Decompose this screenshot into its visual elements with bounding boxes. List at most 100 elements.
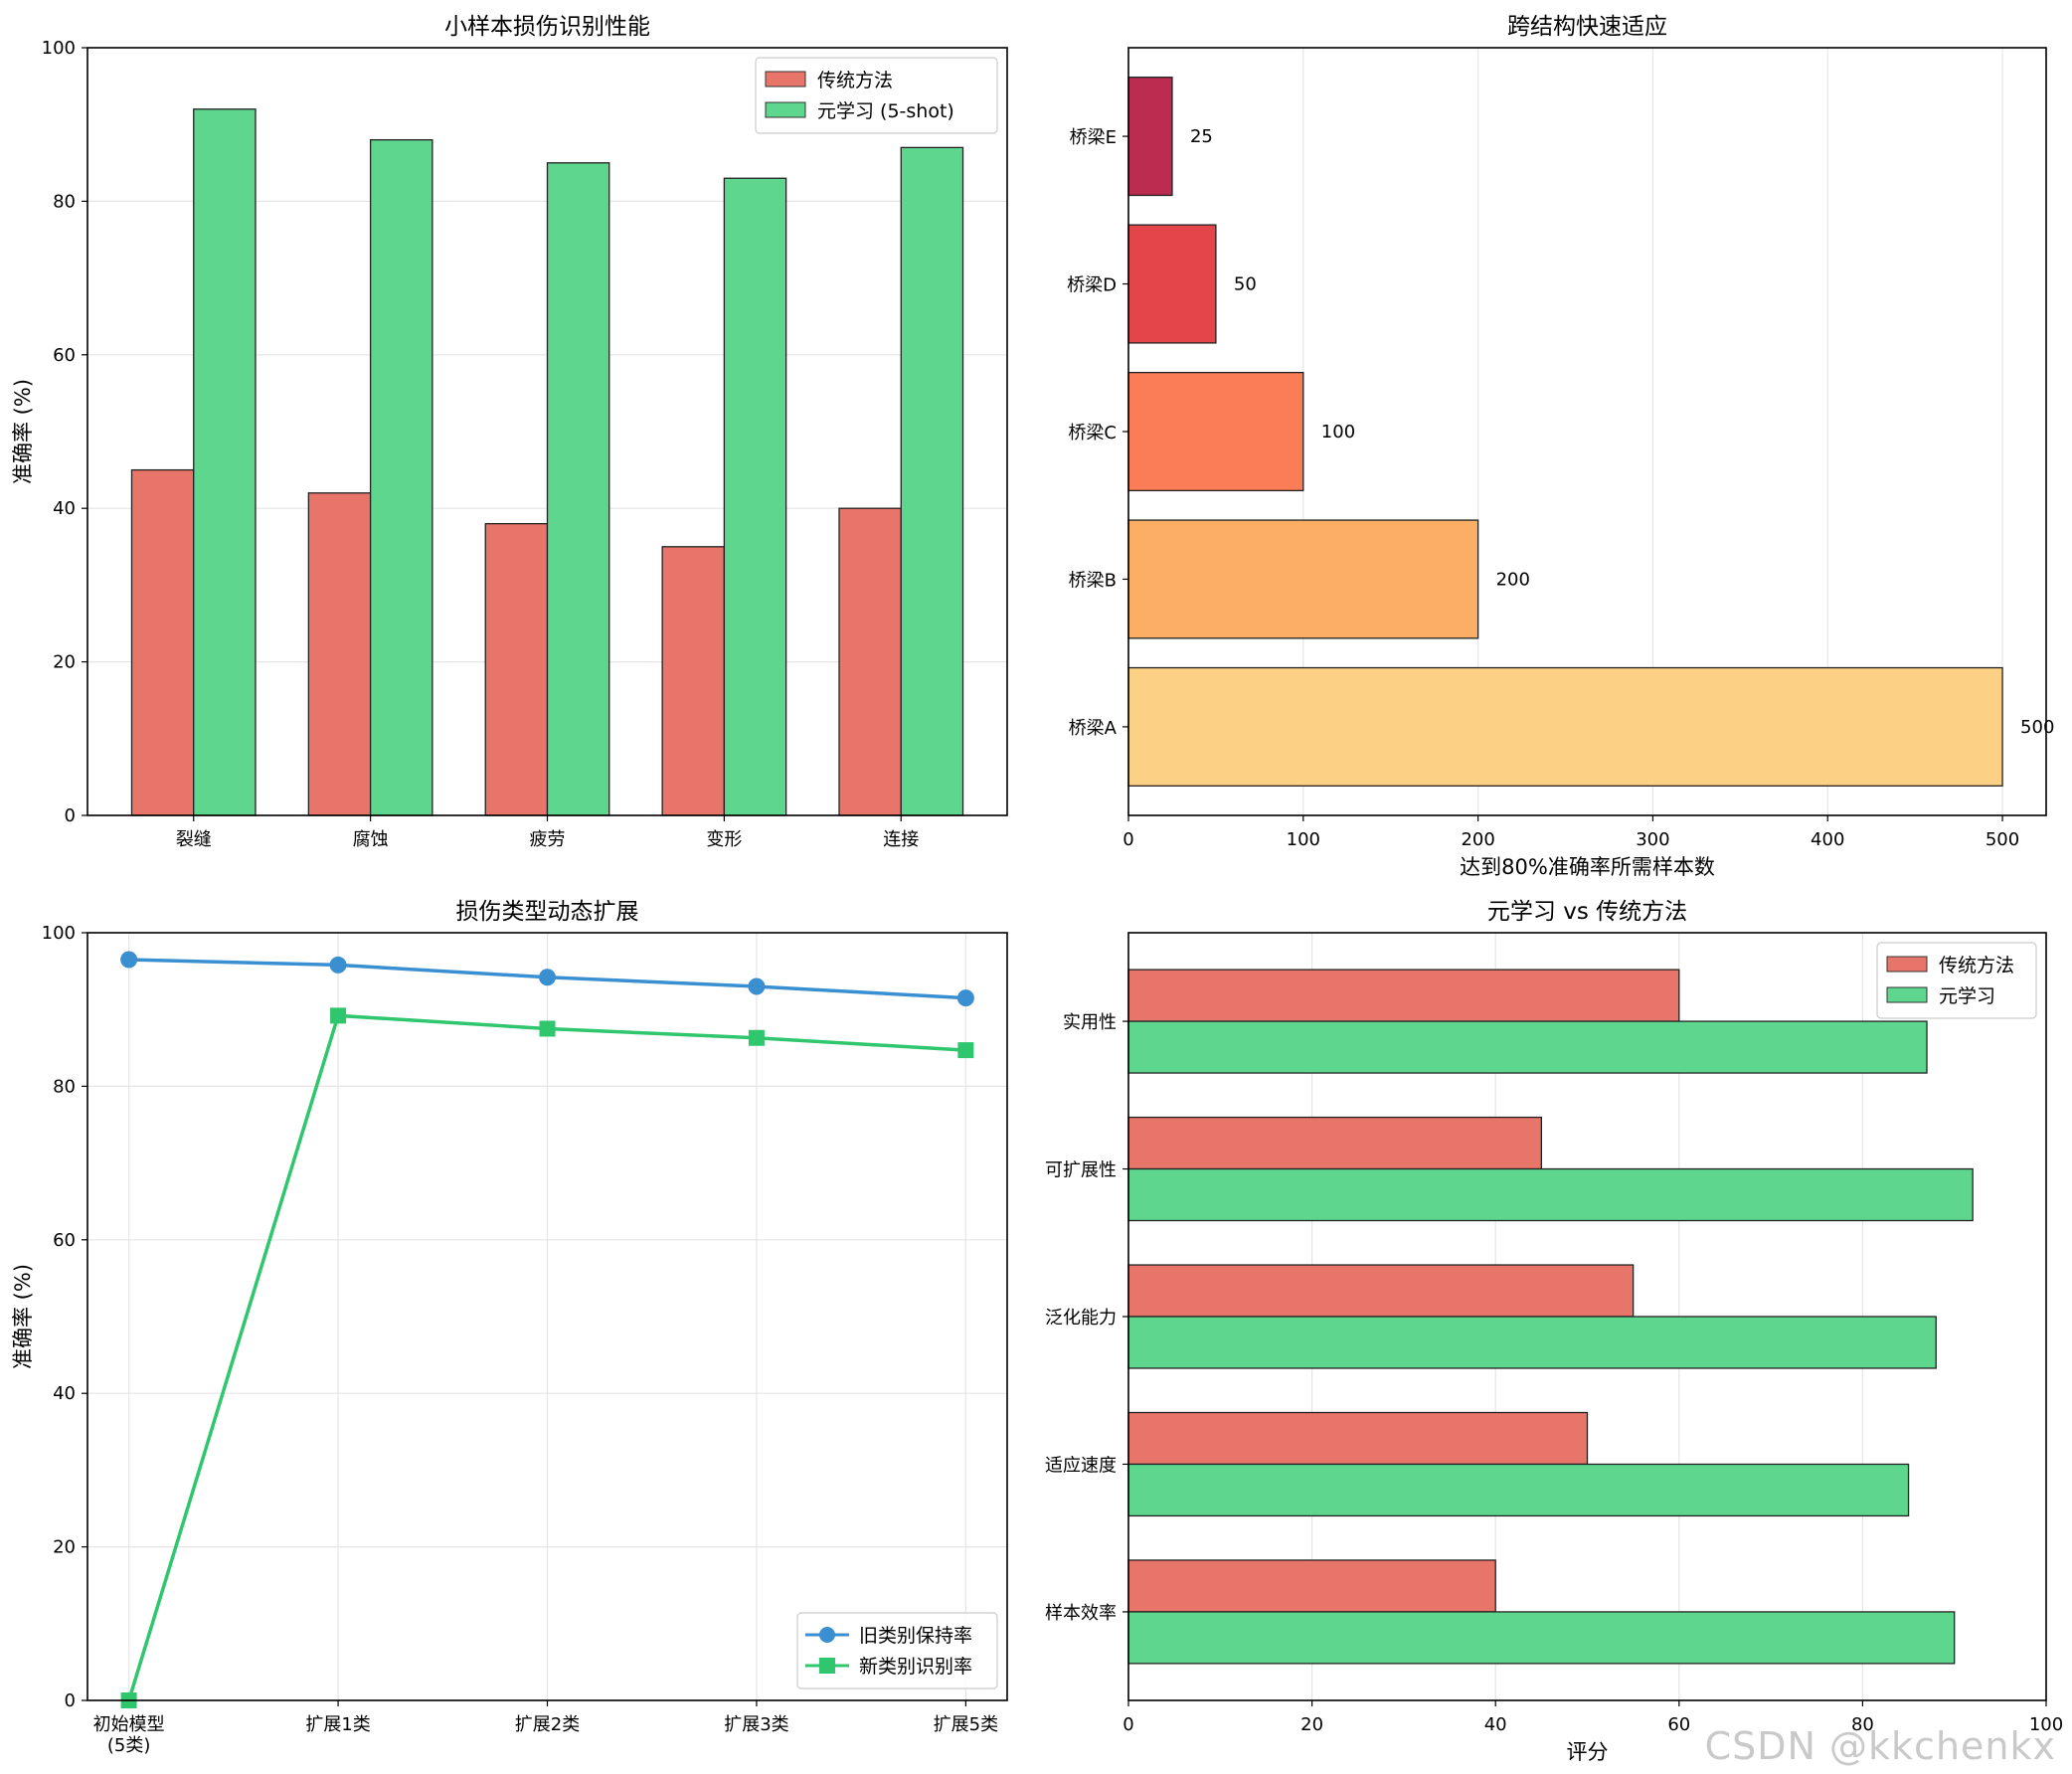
bar — [838, 507, 902, 816]
bar — [900, 146, 964, 816]
bar — [1127, 1264, 1635, 1318]
y-tick-label: 泛化能力 — [1045, 1308, 1117, 1329]
x-axis-label: 达到80%准确率所需样本数 — [1460, 855, 1715, 879]
bar — [484, 522, 549, 816]
y-tick-label: 桥梁D — [1067, 275, 1117, 296]
data-label: 100 — [1321, 422, 1355, 443]
legend-label: 元学习 (5-shot) — [817, 100, 954, 122]
data-point — [748, 1029, 765, 1046]
chart-title: 元学习 vs 传统方法 — [1487, 899, 1687, 925]
y-tick-label: 0 — [65, 1690, 76, 1711]
legend-swatch — [1886, 956, 1928, 973]
y-tick-label: 桥梁E — [1070, 127, 1117, 148]
y-tick-label: 100 — [42, 923, 76, 944]
x-tick-label: 裂缝 — [176, 829, 212, 850]
y-tick-label: 60 — [53, 1230, 76, 1251]
data-point — [329, 956, 347, 974]
y-tick-label: 实用性 — [1063, 1012, 1117, 1033]
data-label: 50 — [1234, 274, 1257, 295]
y-tick-label: 60 — [53, 345, 76, 366]
data-point — [330, 1007, 347, 1024]
y-tick-label: 桥梁B — [1069, 570, 1117, 591]
bar — [369, 138, 433, 816]
y-tick-label: 40 — [53, 498, 76, 519]
y-axis-label: 准确率 (%) — [11, 379, 35, 484]
bar — [1127, 1559, 1496, 1613]
bar — [1127, 666, 2003, 787]
legend-label: 旧类别保持率 — [859, 1625, 972, 1647]
y-tick-label: 20 — [53, 1537, 76, 1558]
x-tick-label: 扩展5类 — [934, 1714, 998, 1735]
bar — [193, 108, 257, 816]
x-tick-label: 80 — [1851, 1714, 1874, 1735]
legend-label: 新类别识别率 — [859, 1656, 972, 1678]
x-tick-label: 疲劳 — [530, 829, 566, 850]
data-label: 200 — [1496, 569, 1530, 590]
bar — [1127, 224, 1217, 344]
y-axis-label: 准确率 (%) — [11, 1264, 35, 1369]
x-tick-label: 60 — [1667, 1714, 1690, 1735]
legend-box — [796, 1612, 998, 1689]
bar — [1127, 969, 1680, 1022]
y-tick-label: 桥梁A — [1069, 718, 1118, 739]
x-tick-label: 40 — [1484, 1714, 1507, 1735]
x-tick-label: 变形 — [706, 829, 742, 850]
data-label: 25 — [1190, 126, 1213, 147]
bar — [1127, 1411, 1589, 1466]
bar — [1127, 1463, 1910, 1517]
plot-frame — [1127, 47, 2047, 816]
x-tick-label: 20 — [1300, 1714, 1323, 1735]
legend-label: 传统方法 — [817, 70, 893, 91]
legend-box — [755, 57, 998, 134]
x-tick-label: 200 — [1461, 829, 1494, 850]
bar — [1127, 1020, 1928, 1074]
x-tick-label: 腐蚀 — [353, 829, 389, 850]
x-tick-label: 300 — [1636, 829, 1669, 850]
data-point — [957, 1042, 974, 1059]
x-tick-label: 100 — [2029, 1714, 2063, 1735]
legend-swatch — [765, 71, 806, 88]
bar — [723, 177, 787, 816]
x-tick-label: 扩展3类 — [724, 1714, 788, 1735]
watermark: CSDN @kkchenkx — [1704, 1724, 2056, 1768]
legend-swatch — [1886, 986, 1928, 1003]
legend-label: 传统方法 — [1939, 955, 2014, 976]
panel-meta-vs-traditional: 0 20 40 60 80 100 样本效率 适应速度 泛化能力 可扩展性 实用性 元学习 vs 传统… — [1045, 899, 2063, 1764]
x-tick-label: 扩展2类 — [515, 1714, 580, 1735]
bar — [1127, 1316, 1937, 1369]
panel-cross-structure-adaptation: 0 100 200 300 400 500 500 200 100 50 25 桥梁A 桥梁B 桥梁C 桥梁… — [1067, 14, 2054, 879]
plot-frame — [86, 47, 1008, 816]
x-tick-label: 0 — [1122, 829, 1133, 850]
data-point — [956, 989, 974, 1007]
panel-dynamic-expansion: 0 20 40 60 80 100 初始模型(5类) 扩展1类 扩展2类 扩展3类 扩展5类 损伤类型… — [11, 899, 1008, 1756]
x-tick-label: 连接 — [883, 829, 919, 850]
x-axis-label: 评分 — [1567, 1740, 1609, 1764]
bar — [1127, 1611, 1956, 1665]
y-tick-label: 样本效率 — [1045, 1603, 1117, 1624]
bar — [307, 492, 372, 816]
bar — [1127, 77, 1173, 197]
x-tick-label: (5类) — [107, 1735, 151, 1756]
legend-marker — [819, 1627, 835, 1643]
x-tick-label: 扩展1类 — [305, 1714, 370, 1735]
bar — [1127, 1167, 1974, 1222]
data-point — [748, 977, 766, 995]
y-tick-label: 可扩展性 — [1045, 1160, 1117, 1181]
y-tick-label: 0 — [65, 805, 76, 826]
plot-frame — [1127, 932, 2047, 1701]
data-point — [539, 969, 556, 986]
y-tick-label: 适应速度 — [1045, 1455, 1117, 1476]
bar — [546, 162, 610, 816]
legend-label: 元学习 — [1939, 985, 1995, 1007]
x-tick-label: 初始模型 — [93, 1714, 165, 1735]
x-tick-label: 500 — [1986, 829, 2019, 850]
data-point — [539, 1020, 556, 1037]
chart-title: 小样本损伤识别性能 — [444, 14, 650, 40]
y-tick-label: 20 — [53, 652, 76, 673]
chart-title: 损伤类型动态扩展 — [456, 899, 639, 925]
plot-frame — [86, 932, 1008, 1701]
legend-swatch — [765, 101, 806, 118]
x-tick-label: 400 — [1811, 829, 1844, 850]
